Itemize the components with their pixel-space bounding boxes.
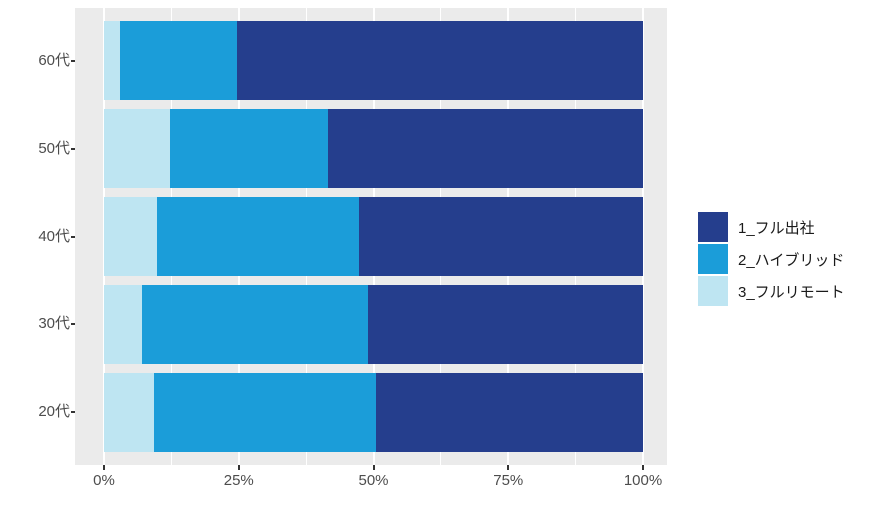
x-tick-mark xyxy=(507,465,510,470)
legend-key-swatch xyxy=(698,244,728,274)
bar-segment-1_フル出社-30代 xyxy=(367,284,643,364)
y-tick-mark xyxy=(71,411,75,414)
bar-segment-2_ハイブリッド-60代 xyxy=(119,21,238,101)
legend-key-swatch xyxy=(698,276,728,306)
legend-label: 1_フル出社 xyxy=(738,219,815,237)
bar-segment-2_ハイブリッド-20代 xyxy=(153,372,376,452)
x-tick-mark xyxy=(237,465,240,470)
x-tick-label: 25% xyxy=(223,472,254,489)
x-tick-mark xyxy=(642,465,644,470)
legend-label: 2_ハイブリッド xyxy=(738,251,845,269)
bar-segment-2_ハイブリッド-50代 xyxy=(169,109,329,189)
x-tick-mark xyxy=(103,465,105,470)
bar-segment-1_フル出社-60代 xyxy=(237,21,643,101)
legend-item: 3_フルリモート xyxy=(698,275,845,307)
legend-item: 1_フル出社 xyxy=(698,211,845,243)
bar-segment-1_フル出社-20代 xyxy=(375,372,643,452)
bar-segment-3_フルリモート-60代 xyxy=(104,21,120,101)
y-tick-mark xyxy=(71,323,75,326)
bar-segment-3_フルリモート-40代 xyxy=(104,197,157,276)
x-tick-label: 75% xyxy=(493,472,524,489)
y-tick-label: 50代 xyxy=(38,139,70,157)
legend-label: 3_フルリモート xyxy=(738,283,845,301)
bar-segment-1_フル出社-50代 xyxy=(328,109,643,189)
bar-segment-3_フルリモート-50代 xyxy=(104,109,170,189)
x-tick-label: 100% xyxy=(623,472,663,489)
y-tick-mark xyxy=(71,235,75,238)
y-tick-mark xyxy=(71,147,75,150)
gridline-major xyxy=(642,8,644,465)
y-tick-label: 30代 xyxy=(38,315,70,333)
bar-segment-3_フルリモート-30代 xyxy=(104,284,143,364)
y-tick-label: 20代 xyxy=(38,403,70,421)
bar-segment-3_フルリモート-20代 xyxy=(104,372,154,452)
x-tick-label: 0% xyxy=(93,472,115,489)
plot-panel xyxy=(75,8,667,465)
x-tick-mark xyxy=(372,465,375,470)
bar-segment-2_ハイブリッド-40代 xyxy=(156,197,359,276)
y-tick-label: 40代 xyxy=(38,227,70,245)
legend-key-swatch xyxy=(698,212,728,242)
x-tick-label: 50% xyxy=(358,472,389,489)
y-tick-label: 60代 xyxy=(38,51,70,69)
y-tick-mark xyxy=(71,59,75,62)
bar-segment-2_ハイブリッド-30代 xyxy=(142,284,368,364)
legend-item: 2_ハイブリッド xyxy=(698,243,845,275)
bar-segment-1_フル出社-40代 xyxy=(358,197,643,276)
legend: 1_フル出社 2_ハイブリッド 3_フルリモート xyxy=(698,211,845,307)
